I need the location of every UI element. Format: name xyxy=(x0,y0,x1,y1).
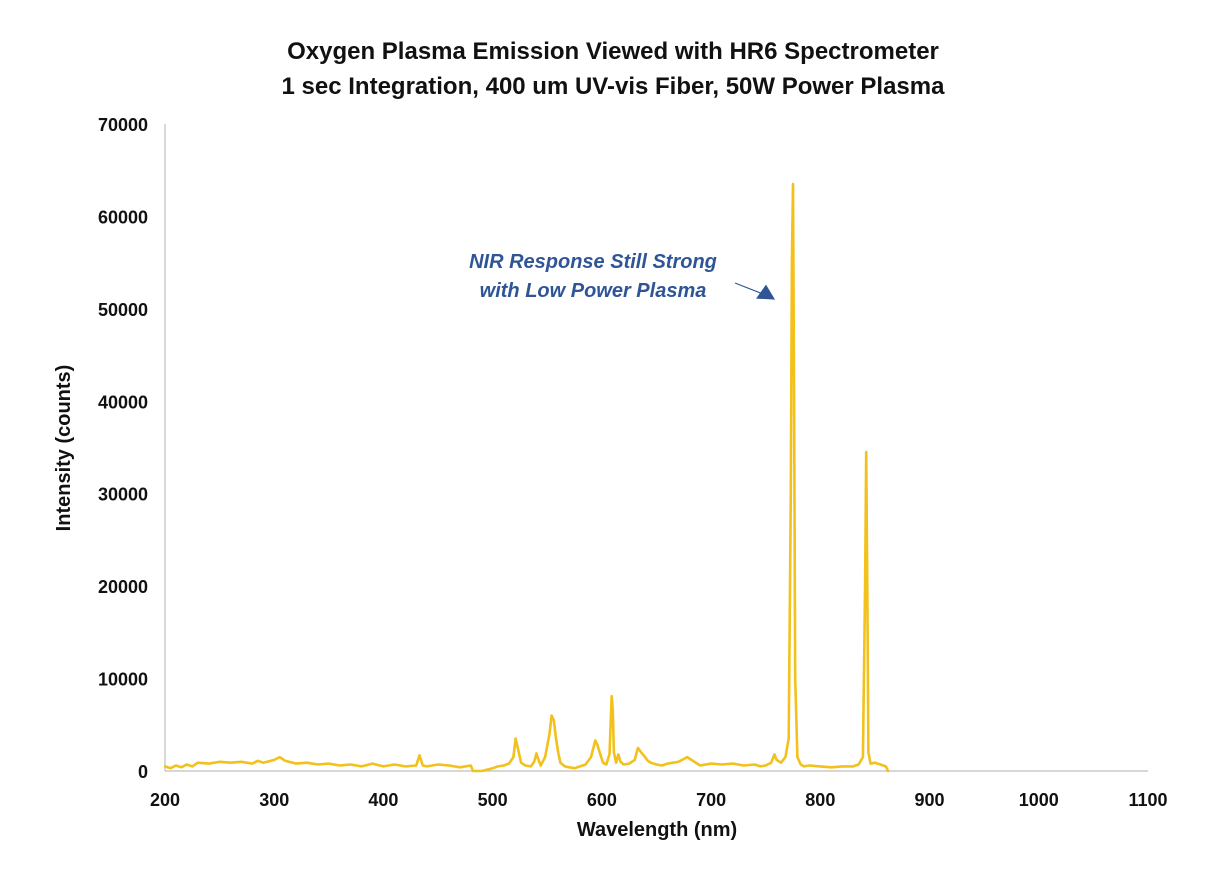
x-tick-label: 300 xyxy=(259,790,289,810)
spectrum-series-line xyxy=(163,182,890,773)
y-tick-label: 30000 xyxy=(98,485,148,505)
y-tick-label: 50000 xyxy=(98,300,148,320)
x-tick-label: 1100 xyxy=(1128,790,1167,810)
x-tick-label: 800 xyxy=(805,790,835,810)
y-axis-label: Intensity (counts) xyxy=(53,365,75,532)
y-tick-label: 10000 xyxy=(98,670,148,690)
x-axis: 200 300 400 500 600 700 800 900 1000 1100 xyxy=(150,770,1168,810)
annotation-line-1: NIR Response Still Strong xyxy=(469,251,717,273)
x-tick-label: 700 xyxy=(696,790,726,810)
y-tick-label: 0 xyxy=(138,762,148,782)
annotation: NIR Response Still Strong with Low Power… xyxy=(469,251,776,302)
x-tick-label: 1000 xyxy=(1019,790,1059,810)
x-tick-label: 500 xyxy=(478,790,508,810)
annotation-line-2: with Low Power Plasma xyxy=(480,280,707,302)
x-tick-label: 400 xyxy=(368,790,398,810)
y-tick-label: 20000 xyxy=(98,577,148,597)
annotation-arrow-head xyxy=(756,284,776,300)
y-tick-label: 60000 xyxy=(98,207,148,227)
y-axis: 0 10000 20000 30000 40000 50000 60000 70000 xyxy=(98,115,166,782)
x-tick-label: 200 xyxy=(150,790,180,810)
y-tick-label: 40000 xyxy=(98,392,148,412)
x-axis-label: Wavelength (nm) xyxy=(577,819,737,841)
x-tick-label: 900 xyxy=(915,790,945,810)
x-tick-label: 600 xyxy=(587,790,617,810)
chart-title: Oxygen Plasma Emission Viewed with HR6 S… xyxy=(287,38,939,65)
y-tick-label: 70000 xyxy=(98,115,148,135)
chart-subtitle: 1 sec Integration, 400 um UV-vis Fiber, … xyxy=(282,73,946,100)
